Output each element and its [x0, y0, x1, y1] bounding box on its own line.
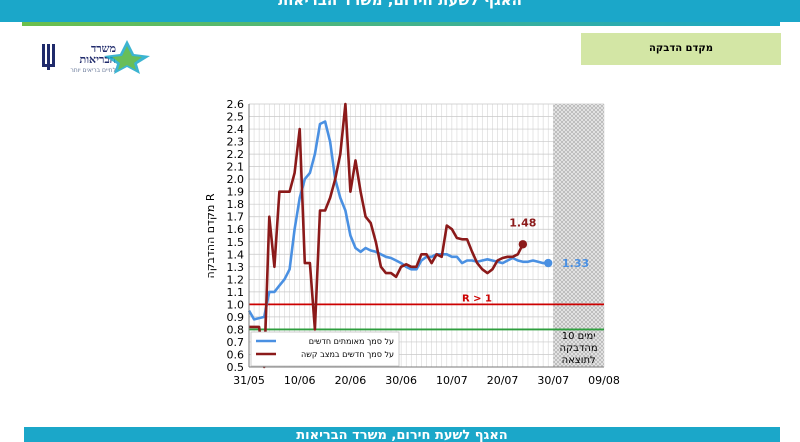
y-tick-label: 1.8 [227, 198, 245, 211]
logo-name: משרד הבריאות [56, 43, 116, 65]
y-tick-label: 1.3 [227, 261, 245, 274]
top-banner: האגף לשעת חירום, משרד הבריאות [0, 0, 800, 22]
y-tick-label: 0.6 [227, 348, 245, 361]
y-tick-label: 2.6 [227, 98, 245, 111]
y-tick-label: 2.0 [227, 173, 245, 186]
legend-box [250, 331, 400, 367]
shaded-region-label: מהדבקה [560, 343, 598, 354]
y-tick-label: 1.4 [227, 248, 245, 261]
y-tick-label: 1.7 [227, 211, 245, 224]
y-tick-label: 1.5 [227, 236, 245, 249]
x-tick-label: 30/06 [385, 374, 417, 387]
x-tick-label: 10/06 [284, 374, 316, 387]
shaded-region-label: 10 ימים [562, 331, 596, 342]
y-axis-title: מקדם ההדבקה R [204, 193, 217, 278]
y-tick-label: 2.2 [227, 148, 245, 161]
ministry-logo: משרד הבריאות לחיים בריאים יותר [42, 40, 154, 78]
y-tick-label: 2.5 [227, 111, 245, 124]
y-tick-label: 2.1 [227, 161, 245, 174]
y-tick-label: 0.5 [227, 361, 245, 374]
y-tick-label: 1.6 [227, 223, 245, 236]
shaded-region [553, 104, 604, 367]
legend-label-1: על סמך חדשים במצב קשה [301, 350, 394, 359]
logo-name-line2: הבריאות [79, 53, 116, 66]
y-tick-label: 1.1 [227, 286, 245, 299]
legend-label-0: על סמך מאומתים חדשים [309, 337, 394, 346]
y-tick-label: 0.7 [227, 336, 245, 349]
top-banner-text: האגף לשעת חירום, משרד הבריאות [278, 0, 522, 9]
x-tick-label: 09/08 [588, 374, 620, 387]
series-end-marker-0 [544, 258, 553, 268]
logo-name-line1: משרד [90, 42, 116, 55]
reference-line-label: R > 1 [462, 293, 492, 304]
y-tick-label: 0.8 [227, 323, 245, 336]
x-tick-label: 10/07 [436, 374, 468, 387]
section-title-box: מקדם הדבקה [581, 33, 781, 65]
star-logo-icon [104, 40, 150, 74]
bottom-banner: האגף לשעת חירום, משרד הבריאות [24, 427, 780, 442]
series-end-label-1: 1.48 [509, 216, 536, 229]
logo-tagline: לחיים בריאים יותר [70, 67, 116, 74]
x-tick-label: 20/06 [335, 374, 367, 387]
x-tick-label: 30/07 [537, 374, 569, 387]
shaded-region-label: לתוצאה [562, 355, 596, 366]
y-tick-label: 2.4 [227, 123, 245, 136]
section-title: מקדם הדבקה [648, 43, 713, 54]
series-end-label-0: 1.33 [562, 257, 589, 270]
y-tick-label: 1.0 [227, 298, 245, 311]
y-tick-label: 1.2 [227, 273, 245, 286]
series-end-marker-1 [518, 240, 528, 249]
x-tick-label: 31/05 [233, 374, 265, 387]
x-tick-label: 20/07 [487, 374, 519, 387]
header-divider [22, 22, 780, 26]
y-tick-label: 2.3 [227, 136, 245, 149]
bottom-banner-text: האגף לשעת חירום, משרד הבריאות [296, 428, 508, 442]
y-tick-label: 0.9 [227, 311, 245, 324]
menorah-icon [42, 44, 55, 70]
y-tick-label: 1.9 [227, 186, 245, 199]
series-line-1 [249, 102, 525, 369]
